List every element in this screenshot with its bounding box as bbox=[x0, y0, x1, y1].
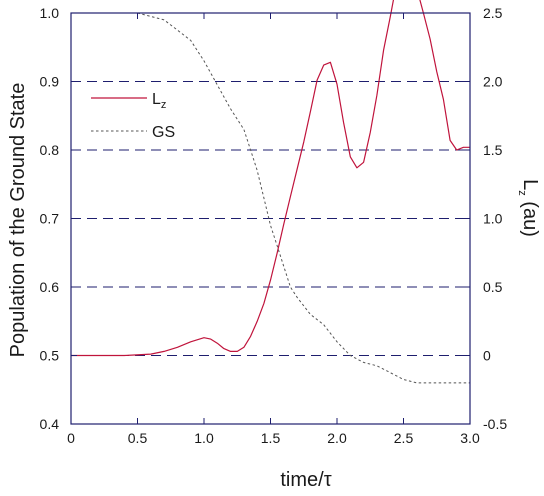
x-tick-label: 1.5 bbox=[261, 430, 281, 446]
legend-label-main: L bbox=[152, 91, 161, 108]
y-axis-title-left: Population of the Ground State bbox=[7, 83, 29, 358]
y-right-tick-label: 0 bbox=[483, 348, 491, 364]
y-right-tick-label: 1.5 bbox=[483, 142, 503, 158]
x-tick-label: 0 bbox=[67, 430, 75, 446]
x-tick-label: 1.0 bbox=[194, 430, 214, 446]
right-label-rest: (au) bbox=[519, 196, 541, 237]
y-left-tick-label: 0.5 bbox=[40, 348, 60, 364]
series-line-gs bbox=[137, 12, 470, 384]
x-tick-label: 2.5 bbox=[394, 430, 414, 446]
ticks: 0 0.5 1.0 1.5 2.0 2.5 3.0 0.4 0.5 0.6 0.7 0.8 0.9 1.0… bbox=[40, 5, 508, 446]
right-label-sub: z bbox=[516, 190, 528, 196]
y-left-tick-label: 1.0 bbox=[40, 5, 60, 21]
grid-lines bbox=[71, 81, 470, 356]
legend: Lz GS bbox=[91, 91, 175, 141]
y-left-tick-label: 0.9 bbox=[40, 74, 60, 90]
y-left-tick-label: 0.7 bbox=[40, 211, 60, 227]
legend-label-gs: GS bbox=[152, 124, 175, 141]
y-left-tick-label: 0.6 bbox=[40, 279, 60, 295]
y-right-tick-label: -0.5 bbox=[483, 416, 507, 432]
y-right-tick-label: 2.5 bbox=[483, 5, 503, 21]
y-left-tick-label: 0.8 bbox=[40, 142, 60, 158]
y-left-tick-label: 0.4 bbox=[40, 416, 60, 432]
x-tick-label: 0.5 bbox=[128, 430, 148, 446]
y-axis-title-right: Lz (au) bbox=[516, 179, 541, 237]
legend-label-sub: z bbox=[161, 99, 167, 111]
y-right-tick-label: 1.0 bbox=[483, 211, 503, 227]
y-right-tick-label: 2.0 bbox=[483, 74, 503, 90]
y-right-tick-label: 0.5 bbox=[483, 279, 503, 295]
x-tick-label: 2.0 bbox=[327, 430, 347, 446]
legend-label-lz: Lz bbox=[152, 91, 166, 111]
right-label-main: L bbox=[519, 179, 541, 190]
x-tick-label: 3.0 bbox=[460, 430, 480, 446]
plot-series bbox=[71, 0, 470, 384]
x-axis-title: time/τ bbox=[280, 469, 331, 491]
series-line-lz bbox=[71, 0, 470, 357]
